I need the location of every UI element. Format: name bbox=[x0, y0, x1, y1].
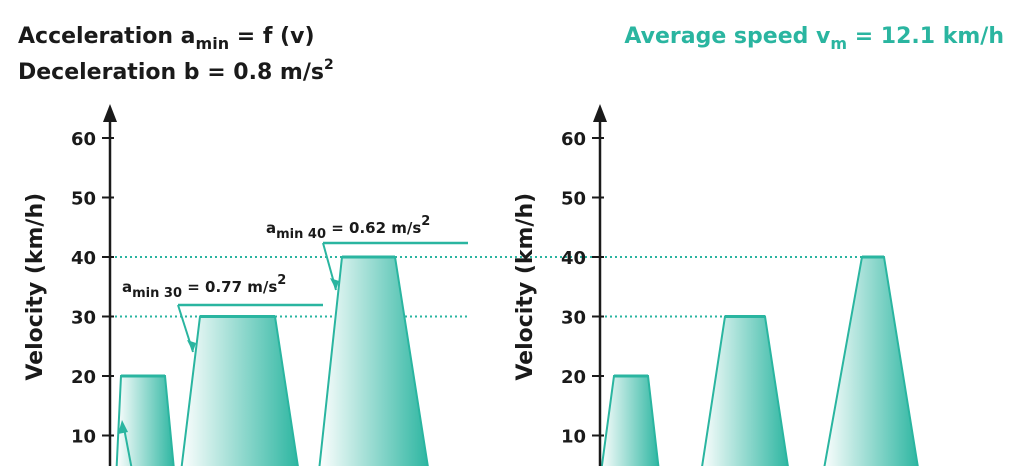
annotation-amin-30: amin 30 = 0.77 m/s2 bbox=[122, 273, 286, 301]
chart-panel-2: 10 20 30 40 50 60 Velocity (km/h) bbox=[513, 104, 919, 466]
y-axis-arrow bbox=[593, 104, 607, 122]
y-tick-label: 10 bbox=[561, 427, 586, 448]
speed-profile-20 bbox=[600, 375, 660, 466]
annotation-arrowhead bbox=[330, 278, 339, 290]
y-tick-label: 30 bbox=[561, 308, 586, 329]
y-tick-label: 30 bbox=[71, 308, 96, 329]
y-tick-label: 60 bbox=[561, 129, 586, 150]
y-axis-label: Velocity (km/h) bbox=[23, 193, 48, 381]
speed-profile-30 bbox=[701, 315, 789, 466]
average-speed-label: Average speed vm = 12.1 km/h bbox=[624, 24, 1004, 53]
speed-profile-40 bbox=[823, 256, 919, 466]
speed-profile-30 bbox=[180, 315, 299, 466]
annotation-arrowhead-20 bbox=[118, 420, 128, 434]
annotation-leader-20 bbox=[123, 427, 133, 466]
y-tick-label: 20 bbox=[71, 367, 96, 388]
speed-profile-20 bbox=[115, 375, 175, 466]
y-tick-label: 50 bbox=[71, 189, 96, 210]
y-tick-label: 10 bbox=[71, 427, 96, 448]
y-axis-label: Velocity (km/h) bbox=[513, 193, 538, 381]
chart-panel-1: 10 20 30 40 50 60 Velocity (km/h) amin 30 = 0.7… bbox=[23, 104, 860, 466]
y-tick-label: 60 bbox=[71, 129, 96, 150]
y-tick-label: 20 bbox=[561, 367, 586, 388]
annotation-arrowhead bbox=[187, 340, 196, 352]
y-tick-label: 50 bbox=[561, 189, 586, 210]
annotation-amin-40: amin 40 = 0.62 m/s2 bbox=[266, 214, 430, 242]
acceleration-label: Acceleration amin = f (v) bbox=[18, 24, 315, 53]
y-tick-label: 40 bbox=[71, 248, 96, 269]
deceleration-label: Deceleration b = 0.8 m/s2 bbox=[18, 57, 334, 85]
y-tick-label: 40 bbox=[561, 248, 586, 269]
y-axis-arrow bbox=[103, 104, 117, 122]
